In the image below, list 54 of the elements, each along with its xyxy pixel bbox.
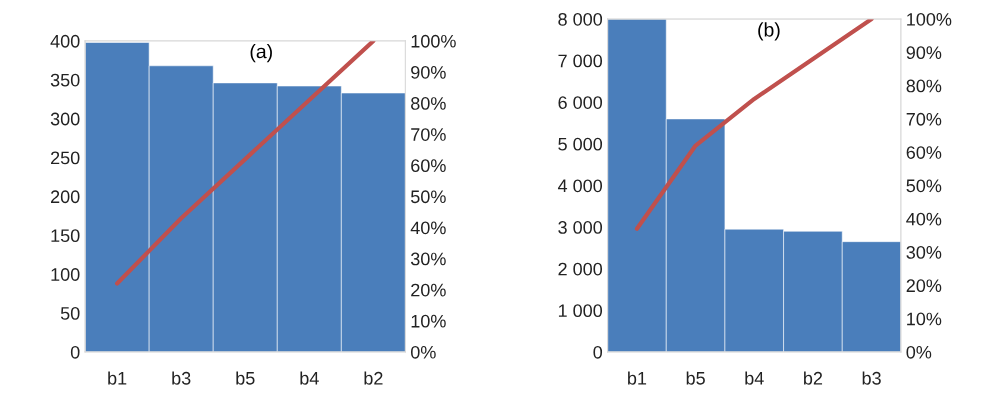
y2-tick-label: 60% xyxy=(906,146,942,159)
x-tick-label: b5 xyxy=(236,371,255,385)
y-tick-label: 100 xyxy=(51,268,80,281)
y2-tick-label: 30% xyxy=(906,246,942,259)
line-series xyxy=(115,40,376,286)
y-tick-label: 2 000 xyxy=(558,262,603,276)
y2-tick-label: 50% xyxy=(906,179,942,193)
x-tick-label: b1 xyxy=(108,371,127,385)
y2-tick-label: 80% xyxy=(411,97,446,110)
x-tick-label: b5 xyxy=(686,371,705,385)
y2-tick-label: 20% xyxy=(906,279,942,293)
y2-tick-label: 0% xyxy=(906,345,932,359)
x-tick-label: b2 xyxy=(804,371,823,385)
y2-tick-label: 60% xyxy=(411,159,446,173)
y-tick-label: 3 000 xyxy=(558,221,603,234)
y2-tick-label: 40% xyxy=(906,212,942,226)
y-tick-label: 200 xyxy=(51,190,80,204)
y-tick-label: 300 xyxy=(50,112,80,126)
y2-tick-label: 100% xyxy=(907,12,952,26)
x-tick-label: b1 xyxy=(628,371,647,385)
y2-tick-label: 90% xyxy=(411,65,446,79)
y2-tick-label: 20% xyxy=(411,283,446,297)
y2-tick-label: 50% xyxy=(410,190,446,204)
x-tick-label: b4 xyxy=(745,371,764,385)
y2-tick-label: 90% xyxy=(906,46,942,60)
y2-tick-label: 80% xyxy=(906,79,942,93)
y2-tick-label: 100% xyxy=(411,34,456,48)
x-tick-label: b2 xyxy=(364,371,383,385)
y2-tick-label: 10% xyxy=(907,312,942,326)
y2-tick-label: 10% xyxy=(411,314,446,328)
y-tick-label: 4 000 xyxy=(557,179,603,193)
annotation: (a) xyxy=(250,44,272,63)
y2-tick-label: 40% xyxy=(410,221,446,235)
y2-tick-label: 70% xyxy=(411,128,446,141)
y-tick-label: 0 xyxy=(593,345,603,359)
y2-tick-label: 0% xyxy=(410,345,436,359)
y-tick-label: 6 000 xyxy=(558,96,603,109)
y-tick-label: 0 xyxy=(70,345,80,359)
line-series xyxy=(634,19,874,231)
x-tick-label: b3 xyxy=(862,371,881,385)
y2-tick-label: 30% xyxy=(410,252,446,266)
y-tick-label: 50 xyxy=(60,307,80,320)
y-tick-label: 8 000 xyxy=(558,12,603,26)
x-tick-label: b3 xyxy=(172,371,191,385)
y-tick-label: 150 xyxy=(51,229,80,243)
x-tick-label: b4 xyxy=(300,371,319,385)
y-tick-label: 1 000 xyxy=(558,304,603,318)
y-tick-label: 250 xyxy=(51,151,80,165)
y-tick-label: 400 xyxy=(50,34,80,48)
y-tick-label: 350 xyxy=(50,73,80,87)
y2-tick-label: 70% xyxy=(906,112,942,126)
annotation: (b) xyxy=(758,22,780,41)
y-tick-label: 7 000 xyxy=(558,54,603,68)
y-tick-label: 5 000 xyxy=(558,137,603,151)
